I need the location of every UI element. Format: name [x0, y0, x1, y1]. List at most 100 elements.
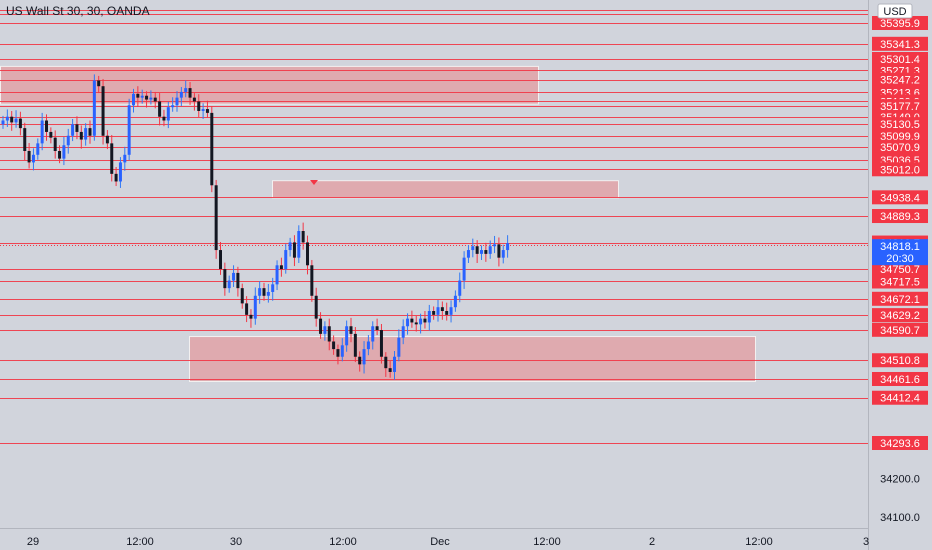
candle-body	[397, 337, 401, 357]
candle-body	[53, 137, 57, 151]
candle-body	[297, 230, 301, 258]
candle-body	[88, 128, 92, 136]
candle-body	[23, 128, 27, 151]
candle-body	[314, 295, 318, 319]
candle-body	[127, 105, 131, 155]
candle-body	[249, 314, 253, 319]
candle-body	[240, 288, 244, 304]
candle-body	[184, 88, 188, 92]
level-label-bg	[872, 99, 928, 114]
candle-body	[236, 272, 240, 289]
candle-body	[401, 326, 405, 338]
candle-body	[475, 246, 479, 254]
candle-body	[414, 322, 418, 325]
candle-body	[271, 284, 275, 292]
candle-body	[406, 318, 410, 327]
candle-body	[219, 250, 222, 270]
x-tick-label: 12:00	[745, 536, 773, 548]
candle-body	[266, 291, 270, 296]
candle-body	[440, 307, 444, 312]
candle-body	[179, 91, 183, 98]
candle-body	[388, 368, 392, 372]
level-label-bg	[872, 371, 928, 386]
level-label-bg	[872, 36, 928, 51]
candle-body	[340, 345, 344, 357]
candle-body	[284, 250, 288, 270]
candle-body	[466, 250, 470, 258]
candle-body	[462, 257, 466, 281]
candle-body	[175, 97, 179, 106]
candle-body	[162, 116, 166, 121]
candle-body	[336, 349, 340, 357]
level-label-bg	[872, 209, 928, 224]
candle-body	[319, 318, 323, 334]
level-label-bg	[872, 390, 928, 405]
candle-body	[471, 246, 475, 251]
candle-body	[445, 311, 449, 315]
candle-body	[484, 250, 488, 254]
level-label-bg	[872, 162, 928, 177]
level-label-bg	[872, 52, 928, 67]
x-tick-label: 2	[649, 536, 655, 548]
time-axis[interactable]: 29 12:00 30 12:00 Dec 12:00 2 12:00 3	[0, 528, 869, 549]
candle-body	[166, 107, 170, 121]
level-label: 35395.9	[880, 18, 920, 30]
candle-body	[223, 269, 227, 289]
candle-body	[101, 86, 105, 136]
level-label-bg	[872, 353, 928, 368]
candle-body	[227, 280, 231, 289]
candle-body	[323, 326, 327, 334]
candle-body	[310, 265, 314, 296]
candle-body	[288, 242, 292, 251]
candle-body	[506, 243, 510, 251]
candle-body	[14, 118, 18, 123]
candle-body	[153, 97, 157, 102]
candle-body	[84, 128, 88, 140]
level-label: 35070.9	[880, 142, 920, 154]
candle-body	[501, 250, 505, 258]
candle-body	[245, 303, 249, 315]
zone-1	[0, 65, 539, 105]
level-label: 35247.2	[880, 75, 920, 87]
current-price-label: 34818.1	[880, 241, 920, 253]
candle-body	[292, 242, 296, 258]
candle-body	[66, 135, 70, 146]
price-axis[interactable]: 35395.935341.335301.435271.335247.235213…	[868, 0, 932, 550]
candle-body	[27, 150, 31, 163]
candle-body	[132, 93, 135, 106]
candle-body	[105, 135, 109, 144]
candle-body	[371, 326, 375, 342]
level-label: 34629.2	[880, 310, 920, 322]
level-label-bg	[872, 190, 928, 205]
candle-body	[92, 80, 96, 136]
candle-body	[58, 150, 62, 159]
candle-body	[145, 95, 149, 100]
candle-body	[358, 356, 362, 365]
level-label-bg	[872, 139, 928, 154]
candle-body	[123, 154, 127, 163]
candle-body	[345, 326, 349, 346]
candle-body	[362, 349, 366, 365]
candle-body	[79, 131, 83, 140]
candle-body	[31, 154, 35, 163]
x-tick-label: 30	[230, 536, 242, 548]
level-label: 34590.7	[880, 325, 920, 337]
candle-body	[171, 105, 175, 108]
candle-body	[210, 112, 214, 186]
currency-label: USD	[883, 6, 906, 18]
zone-2	[272, 180, 619, 199]
candle-body	[279, 265, 283, 270]
candle-body	[40, 120, 44, 144]
current-price-tag	[872, 239, 928, 266]
level-label-bg	[872, 117, 928, 132]
candle-body	[453, 295, 457, 308]
candle-body	[419, 318, 423, 325]
level-label-bg	[872, 322, 928, 337]
candle-body	[253, 295, 257, 319]
x-tick-label: 3	[863, 536, 869, 548]
level-label-bg	[872, 274, 928, 289]
level-label: 34672.1	[880, 294, 920, 306]
candle-body	[62, 145, 66, 159]
x-tick-label: 29	[27, 536, 39, 548]
